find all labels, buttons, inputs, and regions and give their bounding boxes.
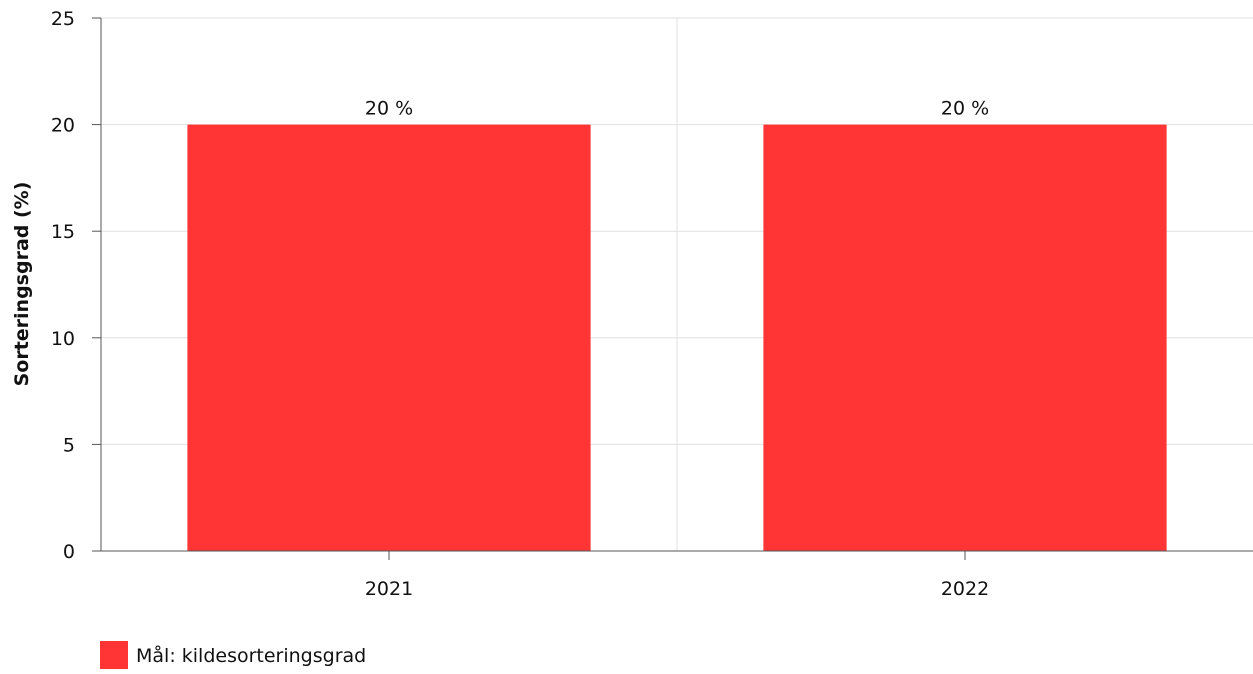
y-tick-label: 5	[63, 434, 75, 456]
bar-2022[interactable]	[763, 124, 1167, 551]
bar-data-label: 20 %	[941, 98, 989, 120]
axes	[92, 17, 1253, 560]
x-tick-label: 2022	[941, 578, 989, 600]
y-tick-label: 25	[51, 8, 75, 30]
y-axis-title: Sorteringsgrad (%)	[11, 182, 33, 387]
y-tick-label: 20	[51, 115, 75, 137]
legend[interactable]: Mål: kildesorteringsgrad	[100, 641, 366, 669]
y-tick-label: 0	[63, 541, 75, 563]
bar-data-label: 20 %	[365, 98, 413, 120]
bars	[187, 124, 1167, 551]
labels: 20 % 20 % 0 5 10 15 20 25 2021 2022	[51, 8, 989, 600]
x-tick-label: 2021	[365, 578, 413, 600]
y-tick-label: 10	[51, 328, 75, 350]
legend-label[interactable]: Mål: kildesorteringsgrad	[136, 644, 366, 667]
bar-2021[interactable]	[187, 124, 591, 551]
y-tick-label: 15	[51, 221, 75, 243]
legend-swatch[interactable]	[100, 641, 128, 669]
